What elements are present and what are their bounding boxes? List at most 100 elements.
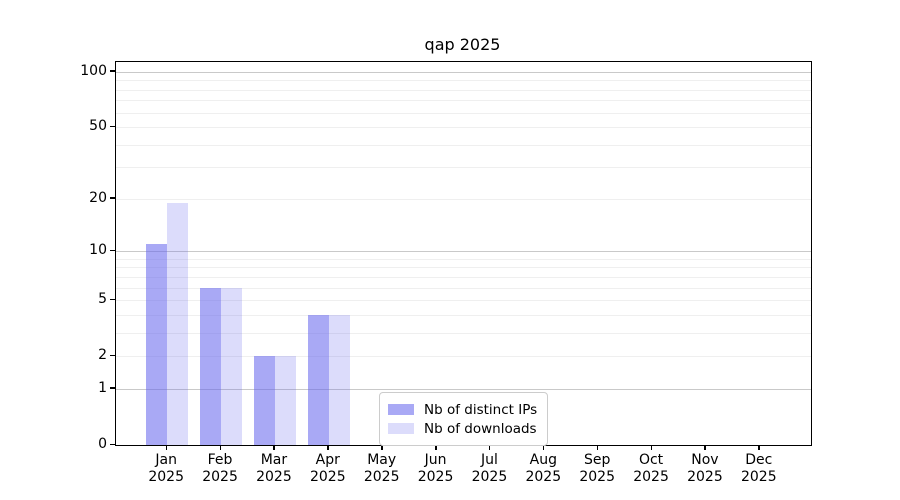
gridline-minor (116, 127, 811, 129)
gridline-minor (116, 258, 811, 260)
y-tick-label: 5 (98, 291, 107, 308)
x-tick-month: Dec (745, 452, 773, 468)
x-tick-month: Nov (691, 452, 719, 468)
x-tick-mark (704, 445, 706, 450)
x-tick-month: Oct (638, 452, 664, 468)
y-tick-label: 100 (80, 62, 107, 79)
x-tick-label: Sep 2025 (565, 452, 629, 486)
x-tick-month: Mar (260, 452, 288, 468)
x-tick-label: Mar 2025 (242, 452, 306, 486)
x-tick-mark (650, 445, 653, 450)
x-tick-year: 2025 (579, 469, 615, 485)
x-tick-label: Jul 2025 (457, 452, 521, 486)
y-tick-mark (110, 298, 115, 301)
y-tick-mark (110, 354, 115, 357)
bar-distinct-ips-apr (307, 314, 329, 445)
x-tick-year: 2025 (363, 469, 400, 485)
x-tick-mark (488, 445, 491, 450)
y-tick-mark (110, 443, 115, 445)
plot-area: Nb of distinct IPs Nb of downloads (115, 61, 812, 446)
x-tick-mark (327, 445, 329, 450)
gridline-major (116, 71, 811, 73)
chart-title: qap 2025 (424, 35, 501, 54)
gridline-minor (116, 267, 811, 269)
x-tick-mark (542, 445, 545, 450)
x-tick-label: Nov 2025 (673, 452, 737, 486)
x-tick-month: Jun (424, 452, 447, 468)
x-tick-mark (273, 445, 275, 450)
gridline-major (116, 388, 811, 390)
bar-downloads-apr (328, 314, 350, 445)
x-tick-month: Apr (315, 452, 340, 468)
x-tick-month: May (367, 452, 397, 468)
x-tick-label: Aug 2025 (511, 452, 575, 486)
y-tick-label: 20 (89, 189, 107, 206)
y-tick-label: 50 (89, 118, 107, 135)
gridline-minor (116, 167, 811, 169)
bar-distinct-ips-feb (200, 287, 222, 445)
x-tick-label: Jan 2025 (134, 452, 198, 486)
x-tick-mark (381, 445, 383, 450)
y-tick-label: 0 (98, 436, 107, 452)
gridline-minor (116, 144, 811, 146)
y-tick-mark (110, 197, 115, 199)
legend-item-downloads: Nb of downloads (388, 419, 537, 438)
gridline-minor (116, 276, 811, 278)
y-tick-label: 1 (98, 379, 107, 396)
legend-item-distinct-ips: Nb of distinct IPs (388, 400, 537, 419)
x-tick-mark (758, 445, 760, 450)
x-tick-year: 2025 (687, 469, 723, 485)
x-tick-label: Jun 2025 (404, 452, 468, 486)
y-tick-mark (110, 387, 115, 389)
x-tick-label: Apr 2025 (296, 452, 360, 486)
x-tick-year: 2025 (256, 469, 292, 485)
bar-distinct-ips-mar (253, 356, 275, 445)
gridline-minor (116, 89, 811, 91)
x-tick-year: 2025 (633, 469, 669, 485)
legend-swatch-downloads (388, 423, 414, 434)
x-tick-year: 2025 (309, 469, 346, 485)
y-tick-mark (110, 249, 115, 252)
x-tick-year: 2025 (471, 469, 508, 485)
legend-label-downloads: Nb of downloads (424, 420, 537, 437)
x-tick-year: 2025 (148, 469, 184, 485)
x-tick-label: May 2025 (350, 452, 414, 486)
x-tick-month: Jul (480, 452, 498, 468)
y-tick-mark (110, 125, 115, 128)
x-tick-month: Jan (155, 452, 177, 468)
x-tick-label: Dec 2025 (727, 452, 791, 486)
x-tick-mark (596, 445, 599, 450)
x-tick-month: Feb (207, 452, 233, 468)
x-tick-label: Feb 2025 (188, 452, 252, 486)
y-tick-label: 2 (98, 347, 107, 364)
x-tick-label: Oct 2025 (619, 452, 683, 486)
gridline-minor (116, 332, 811, 334)
x-tick-mark (165, 445, 168, 450)
gridline-minor (116, 300, 811, 302)
bar-downloads-mar (274, 356, 296, 445)
x-tick-year: 2025 (740, 469, 777, 485)
x-tick-mark (435, 445, 437, 450)
legend: Nb of distinct IPs Nb of downloads (379, 392, 549, 446)
gridline-minor (116, 100, 811, 102)
gridline-minor (116, 356, 811, 358)
bar-downloads-jan (167, 202, 189, 445)
gridline-minor (116, 198, 811, 200)
x-tick-mark (219, 445, 222, 450)
gridline-minor (116, 112, 811, 114)
x-tick-month: Sep (583, 452, 611, 468)
x-tick-year: 2025 (525, 469, 562, 485)
x-tick-month: Aug (529, 452, 557, 468)
y-tick-mark (110, 70, 115, 72)
gridline-major (116, 251, 811, 253)
legend-swatch-distinct-ips (388, 404, 414, 415)
bar-distinct-ips-jan (146, 244, 168, 445)
x-tick-year: 2025 (417, 469, 454, 485)
bar-downloads-feb (221, 287, 243, 445)
gridline-minor (116, 80, 811, 82)
y-tick-label: 10 (89, 242, 107, 259)
gridline-minor (116, 287, 811, 289)
gridline-minor (116, 314, 811, 316)
legend-label-distinct-ips: Nb of distinct IPs (424, 401, 538, 418)
